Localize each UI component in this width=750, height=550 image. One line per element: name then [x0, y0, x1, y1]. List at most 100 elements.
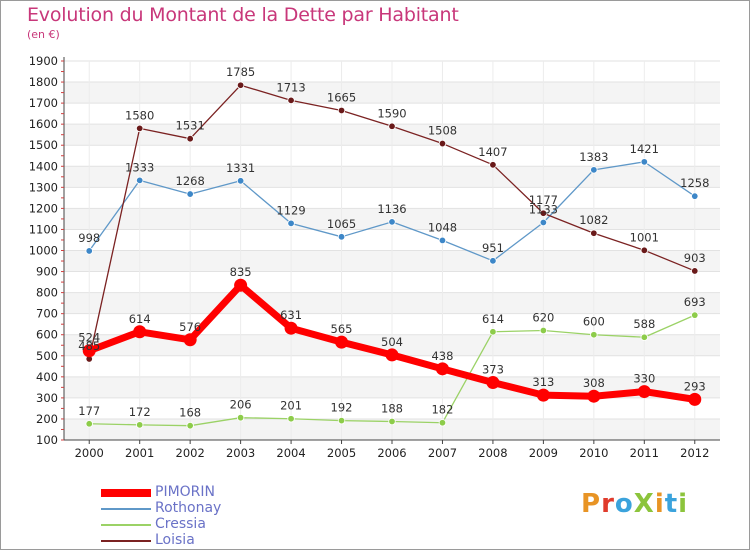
data-point-loisia — [590, 229, 598, 237]
data-point-cressia — [85, 420, 93, 428]
legend-swatch — [101, 524, 151, 526]
data-label-pimorin: 565 — [331, 322, 353, 336]
data-point-pimorin — [284, 321, 298, 335]
legend-swatch — [101, 508, 151, 510]
data-label-rothonay: 1421 — [630, 142, 659, 156]
chart-title: Evolution du Montant de la Dette par Hab… — [27, 4, 459, 26]
data-point-rothonay — [691, 192, 699, 200]
y-tick-label: 800 — [36, 286, 58, 300]
data-label-rothonay: 1383 — [579, 150, 608, 164]
data-point-rothonay — [186, 190, 194, 198]
data-label-pimorin: 614 — [129, 312, 151, 326]
data-label-cressia: 206 — [230, 398, 252, 412]
data-label-loisia: 1580 — [125, 108, 154, 122]
data-point-cressia — [388, 417, 396, 426]
data-point-loisia — [539, 209, 548, 217]
data-label-pimorin: 524 — [78, 331, 100, 345]
data-label-rothonay: 1136 — [377, 202, 406, 216]
x-tick-label: 2003 — [226, 446, 255, 460]
y-tick-label: 1600 — [29, 117, 58, 131]
y-tick-label: 700 — [36, 307, 58, 321]
data-label-loisia: 1713 — [276, 80, 305, 94]
data-point-rothonay — [337, 233, 346, 241]
data-label-cressia: 192 — [331, 401, 353, 415]
data-label-pimorin: 308 — [583, 376, 605, 390]
logo-letter: i — [678, 489, 689, 519]
data-label-cressia: 168 — [179, 406, 201, 420]
logo-letter: X — [633, 489, 655, 519]
y-tick-label: 100 — [36, 433, 58, 447]
data-point-loisia — [135, 124, 144, 133]
data-label-rothonay: 998 — [78, 231, 100, 245]
data-point-cressia — [186, 421, 194, 430]
legend-label: Cressia — [155, 516, 206, 532]
data-point-loisia — [186, 134, 194, 143]
legend-swatch — [101, 489, 151, 497]
data-label-rothonay: 1268 — [176, 174, 205, 188]
x-tick-label: 2001 — [125, 446, 154, 460]
data-label-loisia: 1665 — [327, 90, 356, 104]
y-tick-label: 1800 — [29, 75, 58, 89]
data-label-pimorin: 373 — [482, 363, 504, 377]
data-label-rothonay: 1331 — [226, 161, 255, 175]
y-tick-label: 1100 — [29, 222, 58, 236]
data-label-loisia: 1177 — [529, 193, 558, 207]
y-tick-label: 300 — [36, 391, 58, 405]
data-label-cressia: 182 — [431, 403, 453, 417]
x-tick-label: 2011 — [630, 446, 659, 460]
data-point-pimorin — [688, 392, 702, 406]
data-point-pimorin — [587, 389, 601, 403]
data-point-pimorin — [183, 333, 197, 347]
logo-letter: P — [581, 489, 602, 519]
data-point-rothonay — [489, 257, 497, 265]
legend-label: Rothonay — [155, 500, 222, 516]
data-label-cressia: 600 — [583, 315, 605, 329]
y-tick-label: 1300 — [29, 180, 58, 194]
data-label-cressia: 201 — [280, 399, 302, 413]
data-label-loisia: 1531 — [176, 119, 205, 133]
x-tick-label: 2006 — [377, 446, 406, 460]
y-tick-label: 400 — [36, 370, 58, 384]
data-point-cressia — [236, 413, 245, 422]
data-label-cressia: 172 — [129, 405, 151, 419]
data-point-loisia — [337, 106, 346, 115]
data-point-loisia — [438, 139, 447, 148]
y-tick-label: 600 — [36, 328, 58, 342]
legend-swatch — [101, 540, 151, 542]
data-point-rothonay — [438, 236, 447, 245]
data-point-pimorin — [335, 335, 349, 349]
data-label-rothonay: 1065 — [327, 217, 356, 231]
data-point-rothonay — [236, 177, 245, 185]
data-point-rothonay — [590, 166, 598, 174]
y-tick-label: 500 — [36, 349, 58, 363]
y-tick-label: 200 — [36, 412, 58, 426]
data-label-cressia: 693 — [684, 295, 706, 309]
data-point-pimorin — [536, 388, 550, 402]
y-tick-label: 1700 — [29, 96, 58, 110]
data-label-pimorin: 504 — [381, 335, 403, 349]
data-point-pimorin — [82, 344, 96, 358]
data-point-cressia — [287, 415, 295, 423]
data-label-loisia: 1407 — [478, 145, 507, 159]
data-label-pimorin: 835 — [230, 265, 252, 279]
data-point-loisia — [640, 246, 649, 254]
data-label-loisia: 485 — [78, 339, 100, 353]
data-label-pimorin: 631 — [280, 308, 302, 322]
data-label-cressia: 614 — [482, 312, 504, 326]
data-label-pimorin: 293 — [684, 379, 706, 393]
data-point-cressia — [590, 331, 598, 339]
x-tick-label: 2007 — [428, 446, 457, 460]
legend-label: Loisia — [155, 532, 195, 548]
data-point-cressia — [337, 416, 346, 425]
x-tick-label: 2000 — [75, 446, 104, 460]
data-label-rothonay: 951 — [482, 241, 504, 255]
x-tick-label: 2010 — [579, 446, 608, 460]
data-point-pimorin — [133, 325, 147, 339]
x-tick-label: 2012 — [680, 446, 709, 460]
data-point-pimorin — [486, 376, 500, 390]
data-point-pimorin — [234, 278, 248, 292]
data-label-rothonay: 1129 — [276, 203, 305, 217]
x-tick-label: 2009 — [529, 446, 558, 460]
data-point-loisia — [489, 161, 497, 169]
